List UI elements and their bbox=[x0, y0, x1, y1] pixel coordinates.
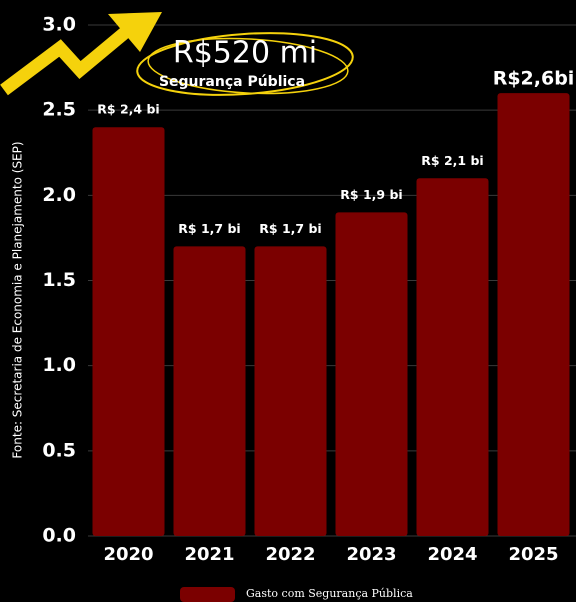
bar bbox=[92, 127, 165, 536]
bar bbox=[497, 93, 570, 536]
annotation-subtitle: Segurança Pública bbox=[159, 74, 305, 90]
x-tick-label: 2021 bbox=[184, 544, 234, 565]
y-tick-label: 0.0 bbox=[42, 525, 76, 547]
x-tick-label: 2022 bbox=[265, 544, 315, 565]
y-tick-label: 2.5 bbox=[42, 99, 76, 121]
y-tick-label: 1.5 bbox=[42, 269, 76, 291]
bar bbox=[335, 212, 408, 536]
x-tick-label: 2023 bbox=[346, 544, 396, 565]
y-tick-label: 2.0 bbox=[42, 184, 76, 206]
value-label: R$ 1,7 bi bbox=[259, 221, 321, 236]
y-tick-label: 3.0 bbox=[42, 14, 76, 36]
y-tick-label: 0.5 bbox=[42, 439, 76, 461]
value-label: R$2,6bi bbox=[493, 68, 575, 90]
legend-swatch bbox=[180, 587, 235, 602]
annotation: R$520 mi bbox=[173, 36, 317, 71]
x-tick-label: 2024 bbox=[427, 544, 477, 565]
bar bbox=[416, 178, 489, 537]
decoration bbox=[0, 12, 354, 96]
legend-label: Gasto com Segurança Pública bbox=[246, 587, 413, 600]
value-label: R$ 1,7 bi bbox=[178, 221, 240, 236]
bar bbox=[254, 246, 327, 536]
y-axis-label: Fonte: Secretaria de Economia e Planejam… bbox=[11, 141, 25, 458]
bar bbox=[173, 246, 246, 536]
value-label: R$ 2,1 bi bbox=[421, 153, 483, 168]
value-label: R$ 2,4 bi bbox=[97, 102, 159, 117]
y-tick-label: 1.0 bbox=[42, 354, 76, 376]
x-tick-label: 2020 bbox=[103, 544, 153, 565]
value-label: R$ 1,9 bi bbox=[340, 187, 402, 202]
x-tick-label: 2025 bbox=[508, 544, 558, 565]
